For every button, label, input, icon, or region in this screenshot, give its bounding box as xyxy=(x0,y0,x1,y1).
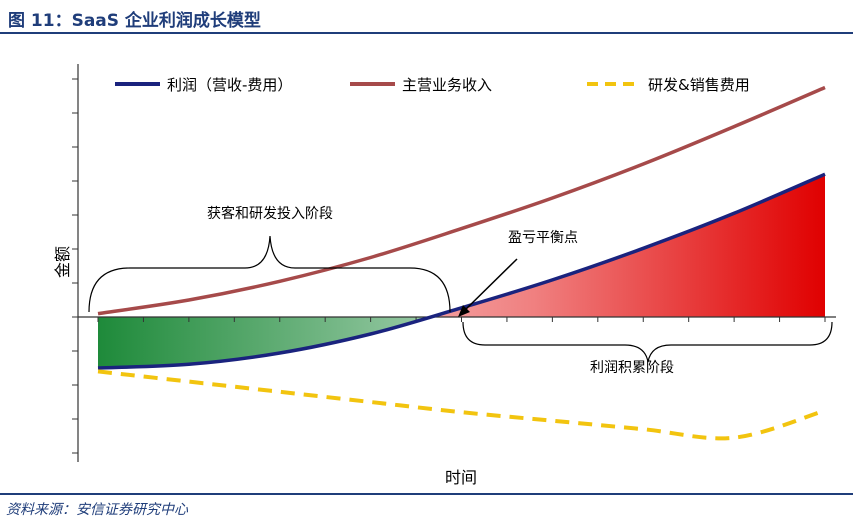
investment-phase-brace xyxy=(88,235,451,313)
footer-divider xyxy=(0,493,853,495)
y-axis-label: 金额 xyxy=(53,246,72,278)
profit-line xyxy=(97,172,826,370)
expense-line xyxy=(97,369,826,441)
investment-phase-label: 获客和研发投入阶段 xyxy=(207,205,333,222)
legend: 利润（营收-费用） 主营业务收入 研发&销售费用 xyxy=(115,76,750,94)
title-divider xyxy=(0,32,853,34)
profit-phase-label: 利润积累阶段 xyxy=(590,360,674,376)
breakeven-arrow xyxy=(461,258,518,314)
series-layer xyxy=(97,85,826,441)
legend-label-expense: 研发&销售费用 xyxy=(648,76,750,94)
breakeven-label: 盈亏平衡点 xyxy=(508,230,578,246)
x-axis-label: 时间 xyxy=(445,468,477,487)
legend-label-profit: 利润（营收-费用） xyxy=(167,76,292,94)
figure-title: 图 11：SaaS 企业利润成长模型 xyxy=(8,11,261,31)
legend-label-revenue: 主营业务收入 xyxy=(402,76,492,94)
profit-area xyxy=(429,174,825,318)
fill-layer xyxy=(98,174,825,368)
source-note: 资料来源：安信证券研究中心 xyxy=(6,502,188,518)
breakeven-arrowhead xyxy=(458,305,470,317)
profit-phase-brace xyxy=(462,321,833,363)
y-axis-ticks xyxy=(72,78,78,454)
x-axis-ticks xyxy=(97,317,826,322)
loss-area xyxy=(98,317,430,368)
